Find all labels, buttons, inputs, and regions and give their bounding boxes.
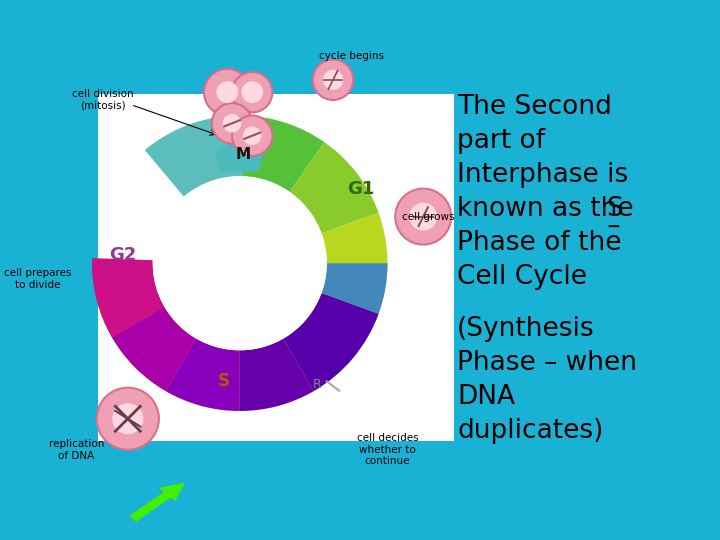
Text: G1: G1 bbox=[347, 180, 374, 198]
Wedge shape bbox=[243, 116, 325, 192]
Circle shape bbox=[395, 188, 451, 245]
Wedge shape bbox=[322, 213, 387, 301]
Circle shape bbox=[217, 82, 238, 103]
Circle shape bbox=[243, 126, 261, 145]
Text: cycle begins: cycle begins bbox=[319, 51, 384, 62]
Circle shape bbox=[409, 202, 437, 231]
Wedge shape bbox=[322, 263, 387, 314]
Text: G2: G2 bbox=[109, 246, 137, 265]
Wedge shape bbox=[240, 339, 314, 411]
Wedge shape bbox=[166, 339, 240, 411]
Wedge shape bbox=[296, 286, 382, 376]
Circle shape bbox=[96, 388, 159, 450]
Circle shape bbox=[232, 72, 272, 112]
Text: cell decides
whether to
continue: cell decides whether to continue bbox=[356, 433, 418, 467]
Text: part of: part of bbox=[457, 128, 545, 154]
Wedge shape bbox=[227, 347, 278, 411]
Circle shape bbox=[212, 103, 252, 144]
Circle shape bbox=[323, 70, 343, 90]
Text: Phase of the: Phase of the bbox=[457, 230, 621, 256]
Text: DNA: DNA bbox=[457, 384, 516, 410]
Wedge shape bbox=[289, 142, 379, 233]
Circle shape bbox=[241, 82, 263, 103]
Text: (Synthesis: (Synthesis bbox=[457, 315, 595, 341]
Text: replication
of DNA: replication of DNA bbox=[49, 439, 104, 461]
Text: duplicates): duplicates) bbox=[457, 418, 603, 444]
Text: cell prepares
to divide: cell prepares to divide bbox=[4, 268, 71, 289]
Text: cell division
(mitosis): cell division (mitosis) bbox=[72, 89, 134, 111]
Text: S: S bbox=[218, 373, 230, 390]
Circle shape bbox=[232, 116, 272, 156]
Wedge shape bbox=[92, 263, 156, 301]
Circle shape bbox=[112, 403, 143, 434]
Circle shape bbox=[312, 59, 354, 100]
Wedge shape bbox=[262, 330, 335, 406]
Text: known as the: known as the bbox=[457, 196, 642, 222]
Wedge shape bbox=[177, 342, 232, 410]
Text: Cell Cycle: Cell Cycle bbox=[457, 265, 588, 291]
Circle shape bbox=[204, 69, 251, 116]
Text: M: M bbox=[235, 147, 251, 162]
Circle shape bbox=[153, 176, 327, 350]
Wedge shape bbox=[145, 116, 245, 197]
Text: S: S bbox=[607, 196, 624, 222]
Wedge shape bbox=[92, 258, 164, 337]
Text: cell grows: cell grows bbox=[402, 212, 454, 221]
Wedge shape bbox=[283, 293, 379, 391]
Wedge shape bbox=[97, 286, 164, 337]
Text: Phase – when: Phase – when bbox=[457, 349, 637, 376]
Text: The Second: The Second bbox=[457, 94, 612, 120]
Text: Interphase is: Interphase is bbox=[457, 162, 629, 188]
Circle shape bbox=[222, 114, 241, 133]
Wedge shape bbox=[135, 325, 203, 397]
Polygon shape bbox=[215, 139, 265, 172]
Bar bbox=[98, 94, 454, 441]
Wedge shape bbox=[112, 307, 197, 391]
Text: R: R bbox=[313, 378, 322, 391]
Wedge shape bbox=[112, 307, 178, 368]
